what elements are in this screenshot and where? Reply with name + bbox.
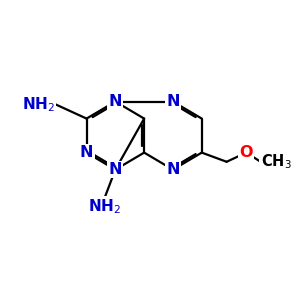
Text: N: N (80, 145, 93, 160)
Text: N: N (109, 162, 122, 177)
Text: CH$_3$: CH$_3$ (261, 152, 291, 171)
Text: N: N (109, 94, 122, 109)
Text: N: N (166, 162, 180, 177)
Text: N: N (166, 94, 180, 109)
Text: NH$_2$: NH$_2$ (22, 95, 55, 113)
Text: O: O (239, 145, 253, 160)
Text: NH$_2$: NH$_2$ (88, 197, 122, 216)
